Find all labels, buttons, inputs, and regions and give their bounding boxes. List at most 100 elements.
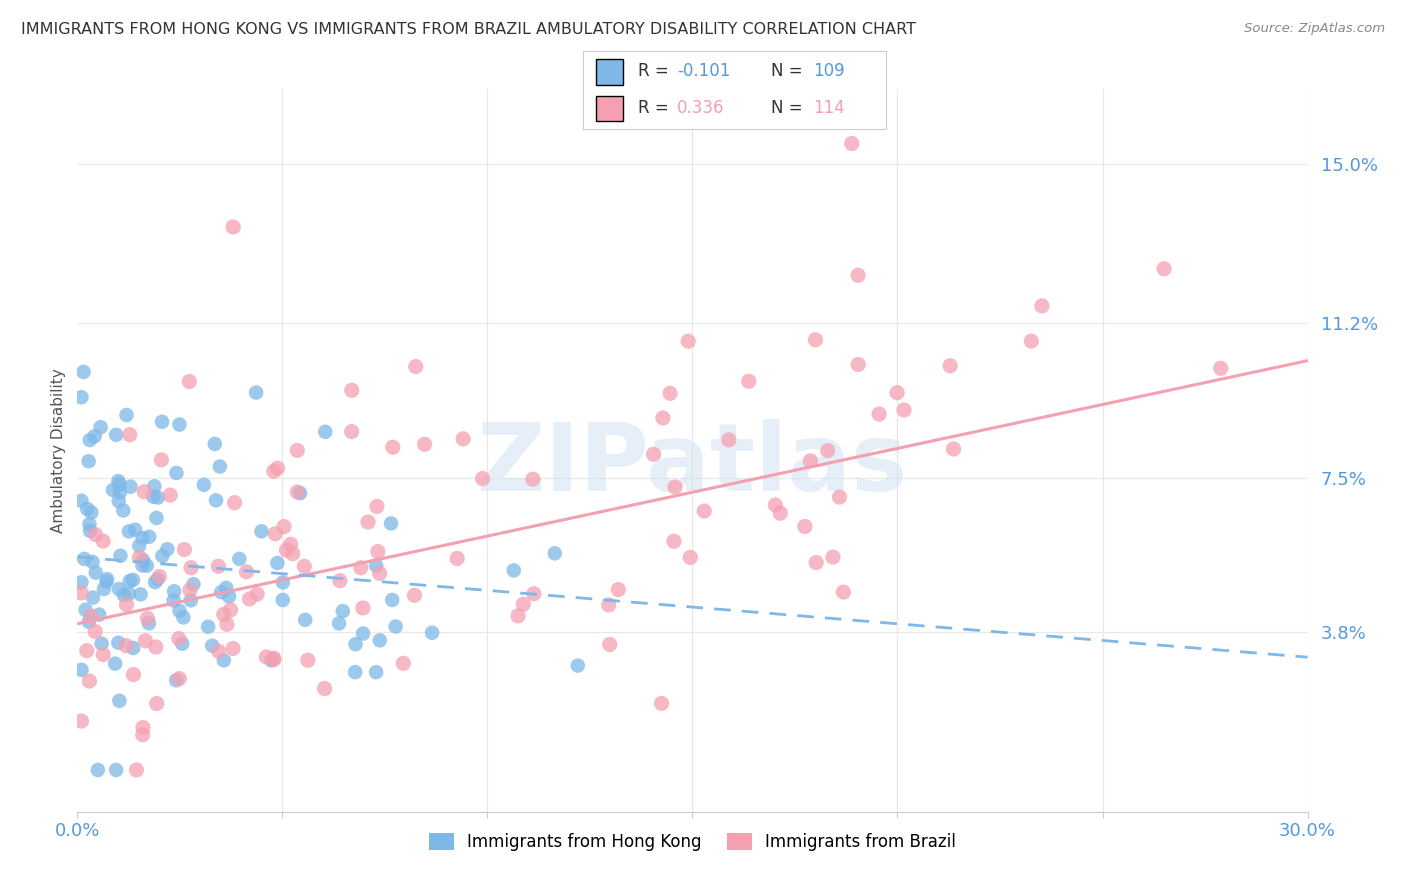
Point bbox=[328, 616, 350, 631]
Point bbox=[679, 550, 702, 565]
Point bbox=[651, 697, 673, 711]
Point bbox=[208, 459, 231, 474]
Point bbox=[204, 437, 226, 451]
Point bbox=[77, 454, 100, 468]
Point bbox=[115, 408, 138, 422]
Point bbox=[263, 464, 285, 478]
Point bbox=[122, 640, 145, 655]
Point bbox=[118, 574, 141, 588]
Point bbox=[169, 604, 191, 618]
Point bbox=[846, 358, 869, 372]
Point bbox=[107, 494, 129, 508]
Point bbox=[804, 333, 827, 347]
Point bbox=[522, 472, 544, 486]
Point bbox=[392, 657, 415, 671]
Point bbox=[266, 461, 288, 475]
Point bbox=[886, 385, 908, 400]
Point bbox=[260, 653, 283, 667]
Point bbox=[169, 672, 191, 686]
Point bbox=[132, 721, 155, 735]
Point bbox=[340, 425, 363, 439]
Point bbox=[297, 653, 319, 667]
Point bbox=[676, 334, 699, 349]
Point bbox=[738, 374, 761, 388]
Point bbox=[172, 610, 194, 624]
FancyBboxPatch shape bbox=[596, 95, 623, 121]
Point bbox=[446, 551, 468, 566]
Point bbox=[821, 550, 844, 565]
Text: -0.101: -0.101 bbox=[678, 62, 731, 80]
Point bbox=[381, 593, 404, 607]
Point bbox=[132, 728, 155, 742]
Point bbox=[219, 603, 242, 617]
Point bbox=[846, 268, 869, 283]
Text: R =: R = bbox=[638, 99, 673, 117]
Point bbox=[146, 491, 169, 505]
Point bbox=[124, 523, 146, 537]
Point bbox=[271, 593, 294, 607]
Point bbox=[263, 652, 285, 666]
Point bbox=[651, 411, 673, 425]
Point bbox=[314, 681, 336, 696]
Point bbox=[135, 558, 157, 573]
Point bbox=[643, 447, 665, 461]
Point bbox=[212, 607, 235, 622]
Point bbox=[84, 566, 107, 580]
Point bbox=[763, 498, 786, 512]
Point bbox=[344, 665, 367, 679]
Point bbox=[134, 633, 156, 648]
Point bbox=[266, 556, 288, 570]
Point bbox=[107, 636, 129, 650]
Point bbox=[142, 490, 165, 504]
Text: ZIPatlas: ZIPatlas bbox=[477, 419, 908, 511]
Point bbox=[70, 663, 93, 677]
Point bbox=[344, 637, 367, 651]
Point bbox=[340, 384, 363, 398]
Point bbox=[89, 607, 111, 622]
Point bbox=[132, 553, 155, 567]
Point bbox=[105, 427, 128, 442]
Point bbox=[352, 626, 374, 640]
Point bbox=[420, 625, 443, 640]
Point bbox=[179, 582, 201, 597]
Point bbox=[451, 432, 474, 446]
Point bbox=[112, 503, 135, 517]
Point bbox=[352, 601, 374, 615]
Point bbox=[245, 385, 267, 400]
Text: 0.336: 0.336 bbox=[678, 99, 724, 117]
Point bbox=[129, 587, 152, 601]
Point bbox=[84, 624, 107, 639]
Point bbox=[84, 527, 107, 541]
Point bbox=[145, 697, 167, 711]
Point bbox=[101, 483, 124, 497]
Point bbox=[134, 484, 156, 499]
Point bbox=[79, 433, 101, 447]
Point bbox=[942, 442, 965, 456]
Point bbox=[167, 632, 190, 646]
Point bbox=[506, 608, 529, 623]
Point bbox=[150, 549, 173, 563]
Point bbox=[366, 665, 388, 680]
Point bbox=[599, 637, 621, 651]
Point bbox=[939, 359, 962, 373]
Point bbox=[79, 524, 101, 538]
Point bbox=[70, 586, 93, 600]
Point bbox=[523, 587, 546, 601]
Text: N =: N = bbox=[770, 99, 808, 117]
Point bbox=[201, 639, 224, 653]
Point bbox=[91, 648, 114, 662]
Point bbox=[254, 649, 277, 664]
Point bbox=[163, 584, 186, 599]
Point bbox=[404, 588, 426, 602]
Text: N =: N = bbox=[770, 62, 808, 80]
Point bbox=[817, 443, 839, 458]
Point bbox=[80, 506, 103, 520]
Point bbox=[228, 551, 250, 566]
Point bbox=[285, 485, 308, 500]
Point bbox=[80, 608, 103, 623]
Point bbox=[118, 524, 141, 539]
Point bbox=[799, 454, 821, 468]
Point bbox=[1019, 334, 1042, 348]
Point bbox=[367, 544, 389, 558]
Point bbox=[110, 549, 132, 563]
